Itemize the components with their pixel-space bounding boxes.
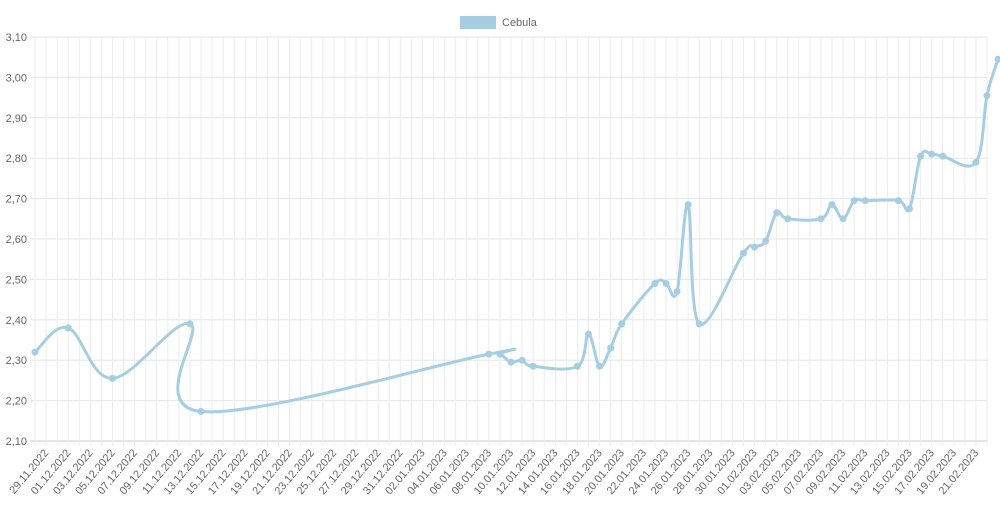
data-point: [928, 150, 936, 158]
data-point: [817, 215, 825, 223]
y-tick-label: 2,20: [6, 396, 27, 408]
data-point: [518, 356, 526, 364]
y-tick-label: 3,00: [6, 72, 27, 84]
y-tick-label: 2,70: [6, 194, 27, 206]
data-point: [828, 201, 836, 209]
data-point: [994, 55, 1000, 63]
series-line: [33, 58, 1000, 414]
data-point: [651, 279, 659, 287]
data-point: [762, 237, 770, 245]
y-tick-label: 3,10: [6, 32, 27, 44]
data-point: [662, 279, 670, 287]
data-point: [584, 330, 592, 338]
data-point: [496, 350, 504, 358]
data-point: [108, 374, 116, 382]
data-point: [31, 348, 39, 356]
data-point: [673, 288, 681, 296]
y-tick-label: 2,40: [6, 315, 27, 327]
y-tick-label: 2,90: [6, 113, 27, 125]
data-point: [529, 362, 537, 370]
y-tick-label: 2,60: [6, 234, 27, 246]
data-point: [850, 197, 858, 205]
data-point: [507, 358, 515, 366]
data-point: [773, 209, 781, 217]
data-point: [739, 249, 747, 257]
data-point: [186, 320, 194, 328]
y-tick-label: 2,80: [6, 153, 27, 165]
y-tick-label: 2,50: [6, 274, 27, 286]
y-tick-label: 2,10: [6, 436, 27, 448]
grid: [30, 36, 988, 446]
data-point: [684, 201, 692, 209]
data-point: [983, 92, 991, 100]
data-point: [485, 350, 493, 358]
data-point: [695, 320, 703, 328]
legend-label[interactable]: Cebula: [502, 17, 538, 29]
y-tick-label: 2,30: [6, 355, 27, 367]
data-point: [972, 158, 980, 166]
data-point: [784, 215, 792, 223]
data-point: [596, 362, 604, 370]
data-point: [573, 362, 581, 370]
y-axis: 2,10 2,20 2,30 2,40 2,50 2,60 2,70 2,80 2,90 3,00…: [6, 32, 27, 448]
data-point: [839, 215, 847, 223]
x-axis: 29.11.202201.12.202203.12.202205.12.2022…: [7, 447, 981, 497]
data-point: [861, 197, 869, 205]
data-point: [939, 152, 947, 160]
data-point: [906, 205, 914, 213]
legend-swatch[interactable]: [460, 16, 496, 29]
data-point: [197, 408, 205, 416]
data-point: [64, 324, 72, 332]
data-point: [607, 344, 615, 352]
data-point: [618, 320, 626, 328]
data-point: [917, 152, 925, 160]
data-point: [751, 243, 759, 251]
legend[interactable]: Cebula: [460, 16, 538, 29]
series-cebula: [31, 55, 1000, 416]
data-point: [894, 197, 902, 205]
